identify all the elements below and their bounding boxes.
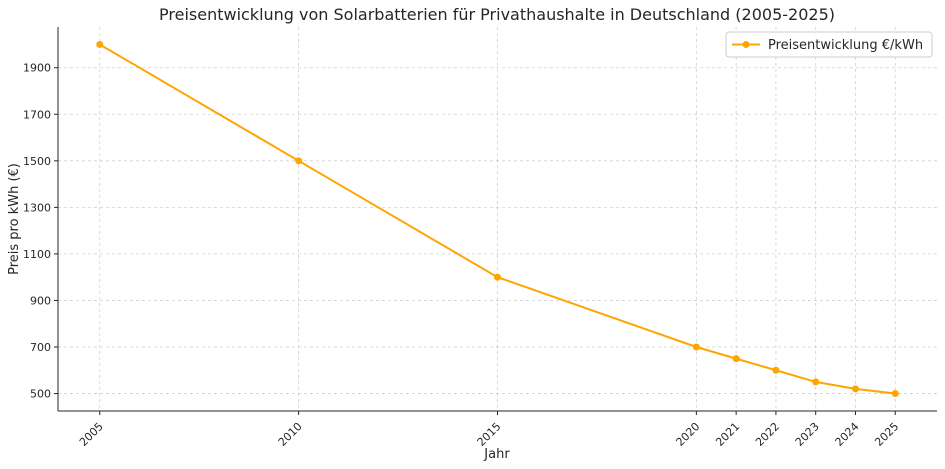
y-tick-label: 1500: [23, 155, 51, 168]
legend-point-marker: [742, 41, 750, 48]
data-point: [295, 157, 303, 165]
y-tick-label: 1100: [23, 248, 51, 261]
y-tick-label: 500: [30, 388, 51, 401]
data-point: [96, 40, 104, 48]
data-point: [851, 385, 859, 393]
grid-lines: [58, 27, 937, 411]
data-point: [812, 378, 820, 386]
y-axis-label: Preis pro kWh (€): [7, 163, 22, 275]
x-tick-label: 2010: [276, 420, 305, 449]
x-tick-label: 2025: [872, 420, 901, 449]
data-point: [891, 390, 899, 398]
chart-title: Preisentwicklung von Solarbatterien für …: [159, 5, 835, 24]
x-tick-label: 2024: [833, 420, 862, 449]
data-point: [772, 366, 780, 374]
x-axis-ticks: 2005 2010 2015 2020 2021 2022 2023 2024 2025: [77, 411, 901, 449]
x-tick-label: 2015: [475, 420, 504, 449]
x-axis-label: Jahr: [483, 447, 510, 462]
y-tick-label: 900: [30, 294, 51, 307]
legend-label: Preisentwicklung €/kWh: [768, 38, 923, 53]
x-tick-label: 2020: [673, 420, 702, 449]
data-point: [494, 273, 501, 281]
x-tick-label: 2021: [713, 420, 742, 449]
legend: Preisentwicklung €/kWh: [725, 31, 933, 58]
y-tick-label: 1900: [23, 62, 51, 75]
y-axis-ticks: 500 700 900 1100 1300 1500 1700 1900: [23, 62, 58, 401]
y-tick-label: 700: [30, 341, 51, 354]
x-tick-label: 2005: [77, 420, 106, 449]
x-tick-label: 2022: [753, 420, 782, 449]
y-tick-label: 1700: [23, 108, 51, 121]
legend-box: [725, 31, 933, 58]
data-point: [692, 343, 700, 351]
x-tick-label: 2023: [793, 420, 822, 449]
data-point: [732, 355, 740, 363]
y-tick-label: 1300: [23, 201, 51, 214]
series-layer: [96, 40, 899, 398]
